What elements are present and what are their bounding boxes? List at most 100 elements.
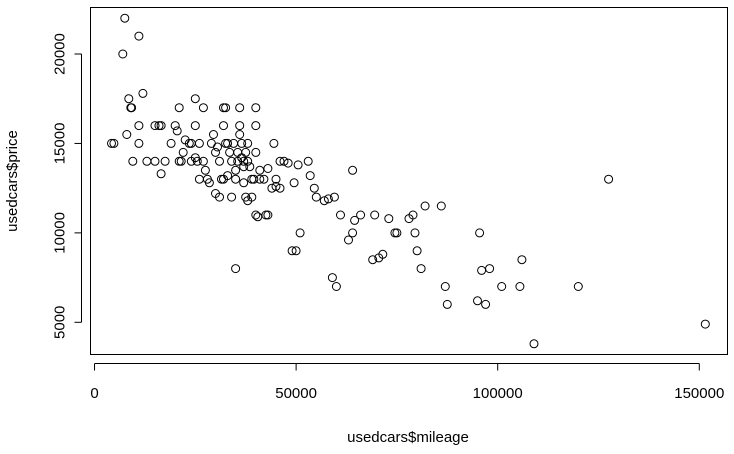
data-point [295,228,305,238]
data-point [235,103,245,113]
data-points [107,13,710,349]
data-point [336,210,345,220]
plot-frame [90,7,728,355]
data-point [176,156,186,166]
data-point [219,121,228,131]
data-point [251,210,261,220]
data-point [118,49,128,59]
data-point [215,192,224,202]
data-point [515,282,525,291]
data-point [239,178,249,188]
data-point [390,228,400,238]
data-point [481,299,491,309]
data-point [172,126,182,136]
data-point [259,174,269,184]
y-tick-label: 10000 [52,212,69,254]
data-point [384,214,394,224]
data-point [198,156,208,166]
data-point [156,169,166,179]
data-point [211,147,220,157]
data-point [408,210,418,220]
data-point [311,192,321,202]
data-point [237,138,247,148]
data-point [194,138,204,148]
data-point [120,13,130,23]
data-point [127,103,137,113]
y-tick-label: 20000 [52,33,69,75]
data-point [263,210,273,220]
data-point [109,138,119,148]
data-point [213,142,222,152]
data-point [348,228,358,238]
data-point [275,183,285,193]
data-point [233,147,243,157]
data-point [247,174,257,184]
data-point [331,282,341,291]
data-point [219,103,228,113]
data-point [344,235,353,245]
data-point [477,265,487,275]
data-point [156,121,166,131]
data-point [243,138,253,148]
data-point [289,178,299,188]
data-point [378,249,388,259]
x-axis: 0 50000 100000 150000 [90,363,724,402]
x-tick-label: 150000 [674,385,724,402]
data-point [412,246,422,256]
data-point [329,192,339,202]
data-point [700,319,710,329]
data-point [348,165,358,175]
data-point [227,156,237,166]
data-point [573,282,583,291]
data-point [473,296,482,306]
data-point [271,181,281,191]
data-point [209,130,218,139]
data-point [245,162,255,172]
data-point [194,174,204,184]
data-point [283,158,293,168]
data-point [251,121,261,131]
data-point [227,192,237,202]
x-axis-title: usedcars$mileage [347,429,469,446]
data-point [392,228,402,238]
data-point [128,156,138,166]
data-point [269,138,279,148]
data-point [231,264,241,274]
data-point [150,121,160,131]
data-point [160,156,170,166]
data-point [124,94,134,104]
data-point [251,147,261,157]
data-point [107,138,116,148]
data-point [134,31,144,41]
data-point [239,156,249,166]
data-point [174,103,184,113]
data-point [279,156,289,166]
data-point [225,147,235,157]
data-point [370,210,380,220]
data-point [327,273,337,283]
data-point [142,156,152,166]
y-tick-label: 15000 [52,123,69,165]
data-point [251,103,261,113]
data-point [243,196,253,206]
data-point [442,299,452,309]
data-point [154,121,164,131]
data-point [178,147,188,157]
data-point [223,171,233,181]
data-point [410,228,420,238]
data-point [255,165,265,175]
data-point [420,201,430,211]
data-point [416,264,426,274]
data-point [309,183,319,193]
data-point [138,88,148,98]
data-point [134,138,144,148]
data-point [215,156,224,166]
data-point [192,156,202,166]
data-point [287,246,297,256]
x-tick-label: 100000 [473,385,523,402]
data-point [231,174,241,184]
data-point [368,255,378,265]
data-point [241,147,251,157]
data-point [166,138,176,148]
